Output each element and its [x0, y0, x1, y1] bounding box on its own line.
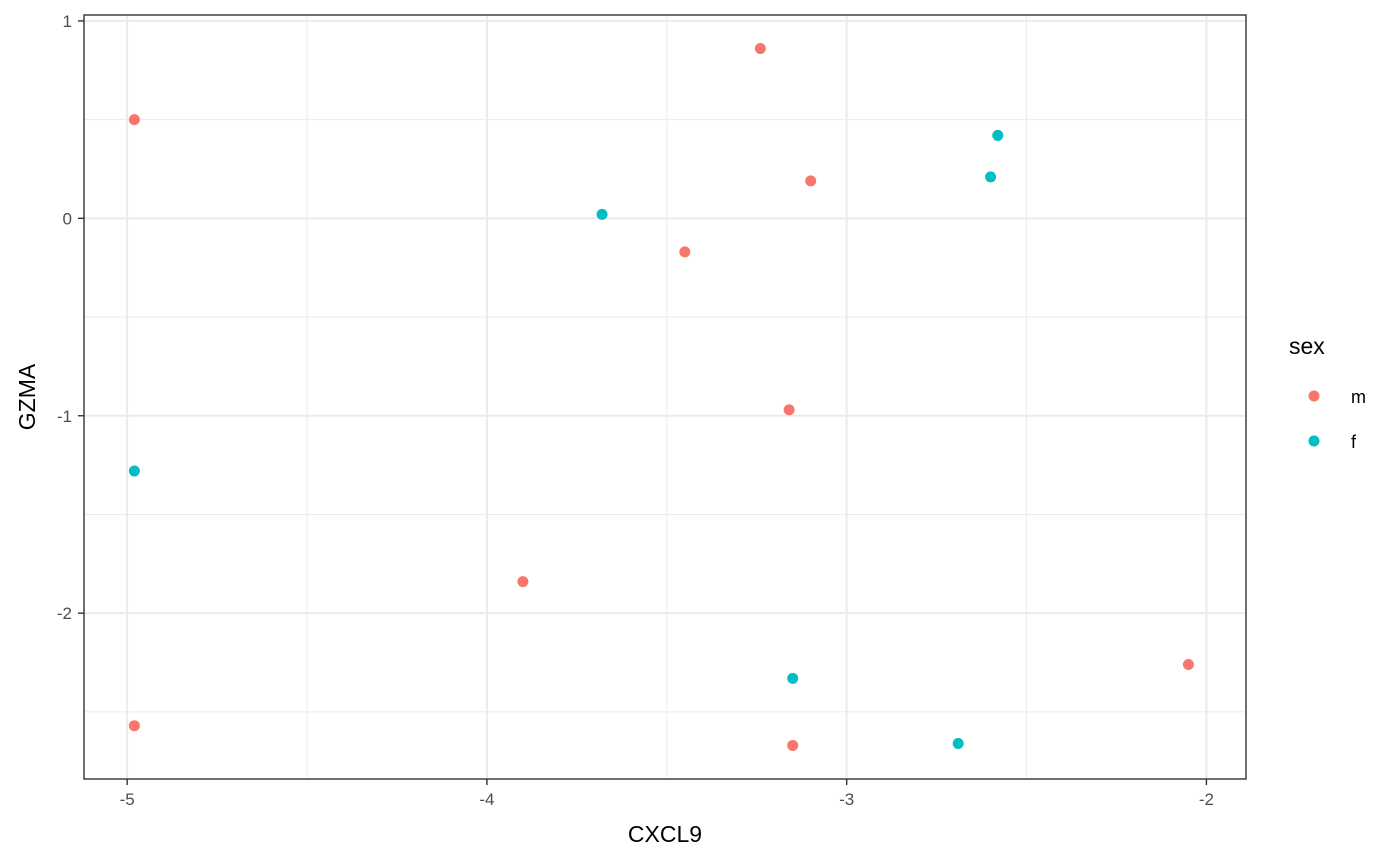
- data-point-m: [1182, 658, 1194, 670]
- legend: sex mf: [1289, 333, 1366, 452]
- axis-layer: -5 -4 -3 -2 -2 -1 0 1: [57, 12, 1214, 809]
- data-point-m: [787, 739, 799, 751]
- data-point-f: [787, 672, 799, 684]
- y-tick-label: 0: [63, 209, 72, 228]
- data-point-m: [128, 114, 140, 126]
- x-tick-label: -3: [839, 790, 854, 809]
- data-point-f: [985, 171, 997, 183]
- y-tick-label: 1: [63, 12, 72, 31]
- data-point-m: [783, 404, 795, 416]
- data-point-m: [128, 720, 140, 732]
- plot-panel: [84, 15, 1246, 779]
- x-tick-label: -4: [479, 790, 494, 809]
- legend-label-m: m: [1351, 387, 1366, 407]
- data-point-m: [754, 43, 766, 55]
- legend-label-f: f: [1351, 432, 1357, 452]
- legend-key-m: [1308, 390, 1320, 402]
- x-axis-title: CXCL9: [628, 821, 702, 847]
- plot-panel-border: [83, 14, 1247, 780]
- x-tick-label: -5: [120, 790, 135, 809]
- y-tick-label: -1: [57, 407, 72, 426]
- data-point-m: [517, 576, 529, 588]
- data-point-m: [805, 175, 817, 187]
- data-point-m: [679, 246, 691, 258]
- y-axis-title: GZMA: [14, 363, 40, 430]
- data-point-f: [596, 208, 608, 220]
- points-layer: [128, 43, 1194, 751]
- legend-title: sex: [1289, 333, 1325, 359]
- data-point-f: [128, 465, 140, 477]
- legend-key-f: [1308, 435, 1320, 447]
- legend-entries: mf: [1308, 387, 1366, 452]
- data-point-f: [992, 129, 1004, 141]
- grid-layer: [84, 15, 1246, 779]
- x-tick-label: -2: [1199, 790, 1214, 809]
- data-point-f: [952, 737, 964, 749]
- y-tick-label: -2: [57, 604, 72, 623]
